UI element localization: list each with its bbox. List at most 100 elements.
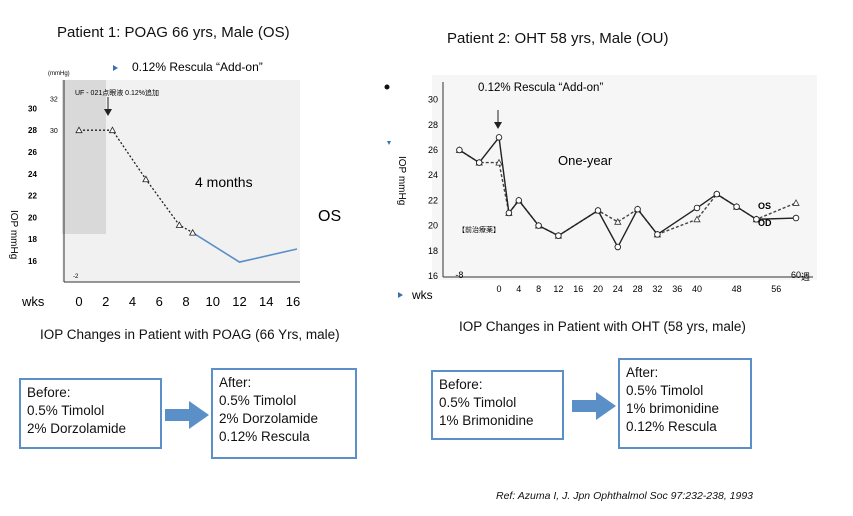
after-med-2: 1% brimonidine bbox=[626, 401, 720, 416]
x-unit-label: 週 bbox=[801, 272, 810, 282]
eye-annotation: OS bbox=[318, 208, 341, 225]
data-point-od bbox=[475, 159, 483, 166]
y-tick-label-inner: 30 bbox=[50, 128, 58, 135]
y-tick-label: 20 bbox=[28, 213, 37, 222]
x-axis-label: wks bbox=[411, 288, 433, 302]
x-marker-icon bbox=[398, 292, 403, 298]
data-point-od bbox=[456, 146, 463, 154]
x-tick-label: 56 bbox=[771, 284, 781, 294]
y-tick-label: 28 bbox=[428, 120, 438, 130]
x-tick-label: 14 bbox=[259, 294, 273, 309]
patient2-after-box: After: 0.5% Timolol 1% brimonidine 0.12%… bbox=[618, 358, 752, 449]
x-axis-label: wks bbox=[21, 294, 45, 309]
after-med-2: 2% Dorzolamide bbox=[219, 411, 319, 426]
data-point-triangle bbox=[108, 126, 117, 134]
x-tick-label: 60 bbox=[791, 270, 801, 280]
before-med-1: 0.5% Timolol bbox=[27, 403, 105, 418]
data-point-os bbox=[792, 199, 800, 206]
x-tick-label: 16 bbox=[286, 294, 300, 309]
x-tick-label: 48 bbox=[732, 284, 742, 294]
treatment-band bbox=[62, 80, 106, 234]
legend-os: OS bbox=[758, 201, 771, 211]
patient1-before-box: Before: 0.5% Timolol 2% Dorzolamide bbox=[19, 378, 162, 449]
after-med-1: 0.5% Timolol bbox=[626, 383, 704, 398]
y-tick-label: 24 bbox=[428, 170, 438, 180]
patient1-after-box: After: 0.5% Timolol 2% Dorzolamide 0.12%… bbox=[211, 368, 357, 459]
data-point-od bbox=[634, 205, 641, 213]
after-heading: After: bbox=[219, 375, 252, 390]
data-point-triangle bbox=[142, 175, 150, 183]
x-tick-label: 24 bbox=[613, 284, 623, 294]
legend-marker-icon bbox=[113, 65, 118, 71]
data-point-od bbox=[792, 214, 800, 222]
x-tick-label: 10 bbox=[206, 294, 220, 309]
x-tick-label: 12 bbox=[553, 284, 563, 294]
scan-dot bbox=[384, 84, 390, 90]
after-med-3: 0.12% Rescula bbox=[219, 429, 310, 444]
patient2-title: Patient 2: OHT 58 yrs, Male (OU) bbox=[447, 30, 669, 47]
x-tick-label: 8 bbox=[536, 284, 541, 294]
after-med-3: 0.12% Rescula bbox=[626, 419, 717, 434]
x-tick-label: 8 bbox=[182, 294, 189, 309]
before-med-2: 1% Brimonidine bbox=[439, 413, 534, 428]
x-tick-label: 2 bbox=[102, 294, 109, 309]
y-tick-label: 22 bbox=[428, 195, 438, 205]
y-tick-label: 30 bbox=[428, 95, 438, 105]
y-tick-label: 26 bbox=[428, 145, 438, 155]
y-tick-label-inner: 32 bbox=[50, 97, 58, 104]
data-point-od bbox=[654, 231, 661, 238]
legend-label: 0.12% Rescula “Add-on” bbox=[478, 82, 603, 94]
y-tick-label: 26 bbox=[28, 148, 37, 157]
y-tick-label: 28 bbox=[28, 126, 37, 135]
x-tick-label: 0 bbox=[496, 284, 501, 294]
chart-poag: 0.12% Rescula “Add-on” (mmHg) -2 UF - 02… bbox=[8, 60, 341, 309]
data-point-od bbox=[505, 209, 513, 217]
legend-label: 0.12% Rescula “Add-on” bbox=[132, 60, 263, 74]
x-tick-label: 6 bbox=[156, 294, 163, 309]
data-point-os bbox=[614, 217, 622, 225]
x-tick-label: 28 bbox=[633, 284, 643, 294]
x-tick-label: 40 bbox=[692, 284, 702, 294]
y-tick-label: 18 bbox=[28, 235, 37, 244]
y-tick-label: 22 bbox=[28, 192, 37, 201]
data-point-od bbox=[515, 197, 523, 204]
y-axis-label: IOP mmHg bbox=[8, 210, 19, 259]
series-line-od bbox=[459, 135, 797, 249]
data-point-triangle bbox=[175, 221, 183, 228]
annotation-arrowhead-icon bbox=[494, 122, 502, 129]
y-tick-label: 18 bbox=[428, 246, 438, 256]
y-axis-label: IOP mmHg bbox=[396, 156, 407, 205]
y-unit-label: (mmHg) bbox=[48, 71, 70, 77]
patient1-arrow-icon bbox=[165, 401, 209, 429]
data-point-od bbox=[733, 203, 740, 210]
data-point-os bbox=[693, 215, 701, 223]
annotation-arrowhead-icon bbox=[104, 109, 112, 116]
data-point-os bbox=[495, 158, 503, 166]
x-tick-label: 36 bbox=[672, 284, 682, 294]
data-point-od bbox=[495, 134, 503, 141]
after-med-1: 0.5% Timolol bbox=[219, 393, 297, 408]
y-tick-label: 20 bbox=[428, 221, 438, 231]
after-heading: After: bbox=[626, 365, 659, 380]
data-point-od bbox=[594, 207, 602, 214]
duration-annotation: 4 months bbox=[195, 174, 253, 190]
data-point-od bbox=[693, 204, 701, 212]
before-med-1: 0.5% Timolol bbox=[439, 395, 517, 410]
patient2-caption: IOP Changes in Patient with OHT (58 yrs,… bbox=[459, 319, 746, 334]
duration-annotation: One-year bbox=[558, 153, 613, 168]
y-tick-label: 16 bbox=[28, 257, 37, 266]
x-tick-label: 0 bbox=[75, 294, 82, 309]
chart-oht: 0.12% Rescula “Add-on” One-year 【前治療薬】 I… bbox=[384, 75, 817, 302]
annotation-text: UF - 021点眼液 0.12%追加 bbox=[75, 88, 159, 97]
series-line-redrawn bbox=[192, 231, 298, 263]
y-tick-label: 16 bbox=[428, 271, 438, 281]
data-point-triangle bbox=[189, 228, 197, 236]
data-point-od bbox=[535, 222, 542, 229]
before-heading: Before: bbox=[439, 377, 483, 392]
x-tick-label: 12 bbox=[232, 294, 246, 309]
scan-background bbox=[432, 75, 817, 280]
patient1-title: Patient 1: POAG 66 yrs, Male (OS) bbox=[57, 24, 290, 41]
patient2-before-box: Before: 0.5% Timolol 1% Brimonidine bbox=[431, 370, 564, 440]
x-tick-label: 32 bbox=[652, 284, 662, 294]
y-tick-label: 30 bbox=[28, 104, 37, 113]
